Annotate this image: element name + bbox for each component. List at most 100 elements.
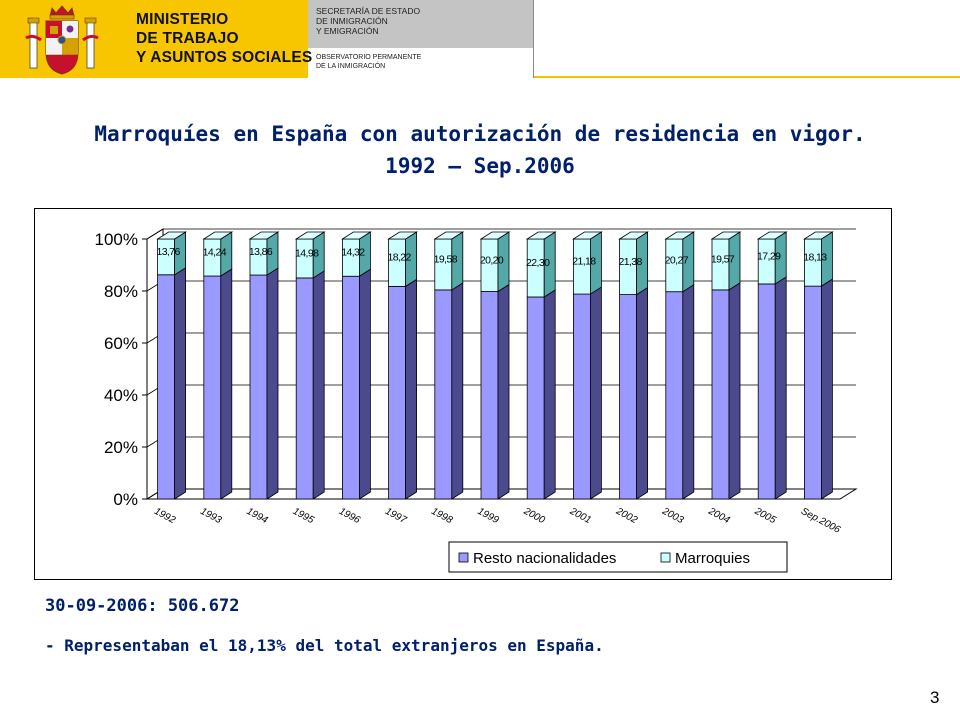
y-tick-label: 0% (113, 490, 138, 509)
bar-marroquies-top (525, 231, 557, 240)
bar-resto-side (266, 267, 279, 500)
data-label: 18,13 (803, 252, 827, 264)
y-tick-label: 60% (104, 334, 138, 353)
bar-resto-side (451, 282, 464, 500)
bar-resto-front (711, 289, 730, 500)
bar-resto-front (757, 283, 776, 500)
bar-resto-side (220, 268, 233, 500)
bar-resto-front (434, 289, 453, 500)
secretaria-label: SECRETARÍA DE ESTADO DE INMIGRACIÓN Y EM… (316, 6, 420, 36)
legend-label-marroquies: Marroquies (675, 550, 750, 567)
bar-resto-side (543, 289, 556, 500)
ministry-line: Y ASUNTOS SOCIALES (136, 49, 313, 66)
stacked-bar-chart: 0% 20% 40% 60% 80% 100% 13,76 1992 14,24 1993 13,8… (95, 228, 858, 573)
data-label: 14,32 (341, 247, 365, 259)
secretaria-line: Y EMIGRACIÓN (316, 26, 379, 36)
bar-resto-side (728, 282, 741, 500)
ministry-name: MINISTERIO DE TRABAJO Y ASUNTOS SOCIALES (136, 10, 312, 67)
bar-marroquies-top (803, 231, 834, 240)
bar-resto-side (405, 278, 418, 500)
data-label: 19,57 (711, 253, 735, 265)
bar-resto-side (358, 268, 371, 500)
data-label: 13,76 (156, 246, 180, 258)
bar-marroquies-top (479, 231, 511, 240)
bar-resto-side (821, 278, 833, 500)
x-tick-label: 2001 (567, 505, 593, 526)
bar-marroquies-top (294, 231, 326, 240)
data-label: 22,30 (526, 257, 550, 269)
bar-resto-side (774, 276, 787, 500)
bar-resto-side (590, 286, 602, 500)
y-tick-label: 80% (104, 282, 138, 301)
legend-swatch-marroquies (660, 552, 671, 563)
header-white-panel (308, 48, 534, 78)
note-line: - Representaban el 18,13% del total extr… (45, 636, 604, 655)
bar-resto-side (174, 267, 187, 500)
observatorio-label: OBSERVATORIO PERMANENTE DE LA INMIGRACIÓ… (316, 54, 421, 71)
bar-marroquies-top (710, 231, 742, 240)
x-tick-label: 1996 (337, 506, 362, 526)
bar-marroquies-top (433, 231, 465, 240)
y-tick-label: 20% (104, 438, 138, 457)
bar-resto-side (312, 270, 325, 500)
x-tick-label: 1998 (429, 506, 454, 526)
data-label: 13,86 (249, 246, 273, 258)
x-tick-label: Sep.2006 (799, 506, 842, 536)
data-label: 20,27 (665, 254, 689, 266)
bar-marroquies-top (387, 231, 418, 240)
data-label: 21,38 (618, 256, 642, 268)
bar-marroquies-top (341, 231, 372, 240)
bar-resto-front (203, 275, 222, 500)
bar-marroquies-top (248, 231, 280, 240)
bar-resto-front (341, 275, 360, 500)
data-label: 19,58 (434, 253, 458, 265)
data-label: 17,29 (757, 250, 781, 262)
page-number: 3 (930, 688, 940, 707)
bar-resto-front (804, 285, 822, 500)
bar-resto-front (573, 293, 591, 500)
bar-resto-front (526, 296, 545, 500)
bar-marroquies-top (664, 231, 696, 240)
bar-resto-front (295, 277, 314, 500)
x-tick-label: 2004 (706, 505, 732, 526)
coat-of-arms-icon (25, 5, 99, 75)
gridline (146, 228, 856, 240)
x-tick-label: 1997 (383, 506, 408, 526)
y-tick-label: 100% (95, 230, 138, 249)
legend-swatch-resto (458, 552, 469, 563)
observatorio-line: DE LA INMIGRACIÓN (316, 62, 386, 70)
bar-resto-front (480, 291, 499, 500)
legend-box (448, 541, 788, 573)
secretaria-line: DE INMIGRACIÓN (316, 16, 388, 26)
ministry-line: DE TRABAJO (136, 30, 239, 47)
title-line: 1992 – Sep.2006 (385, 154, 575, 178)
header-band: MINISTERIO DE TRABAJO Y ASUNTOS SOCIALES… (0, 0, 960, 78)
bar-marroquies-top (202, 231, 234, 240)
x-tick-label: 1992 (152, 506, 177, 526)
header-underline (534, 76, 960, 78)
bar-resto-front (249, 274, 268, 500)
data-label: 21,18 (572, 256, 596, 268)
x-tick-label: 2003 (660, 505, 686, 526)
data-label: 14,24 (203, 247, 227, 259)
secretaria-line: SECRETARÍA DE ESTADO (316, 6, 421, 16)
bar-resto-front (665, 291, 684, 500)
bar-marroquies-top (572, 231, 603, 240)
bar-resto-front (619, 294, 637, 500)
stat-line: 30-09-2006: 506.672 (45, 596, 240, 616)
data-label: 20,20 (480, 254, 504, 266)
bar-marroquies-top (156, 231, 187, 240)
title-line: Marroquíes en España con autorización de… (94, 122, 866, 146)
observatorio-line: OBSERVATORIO PERMANENTE (316, 54, 422, 61)
bar-marroquies-top (756, 231, 788, 240)
data-label: 14,98 (295, 247, 319, 259)
slide-title: Marroquíes en España con autorización de… (40, 118, 920, 182)
bar-marroquies-top (618, 231, 649, 240)
x-tick-label: 1994 (245, 506, 270, 526)
bar-resto-front (388, 285, 407, 500)
bar-resto-side (636, 286, 648, 500)
x-tick-label: 1999 (476, 506, 501, 526)
chart-frame: 0% 20% 40% 60% 80% 100% 13,76 1992 14,24 1993 13,8… (34, 208, 892, 580)
x-tick-label: 2005 (752, 505, 778, 526)
x-tick-label: 1993 (198, 506, 223, 526)
